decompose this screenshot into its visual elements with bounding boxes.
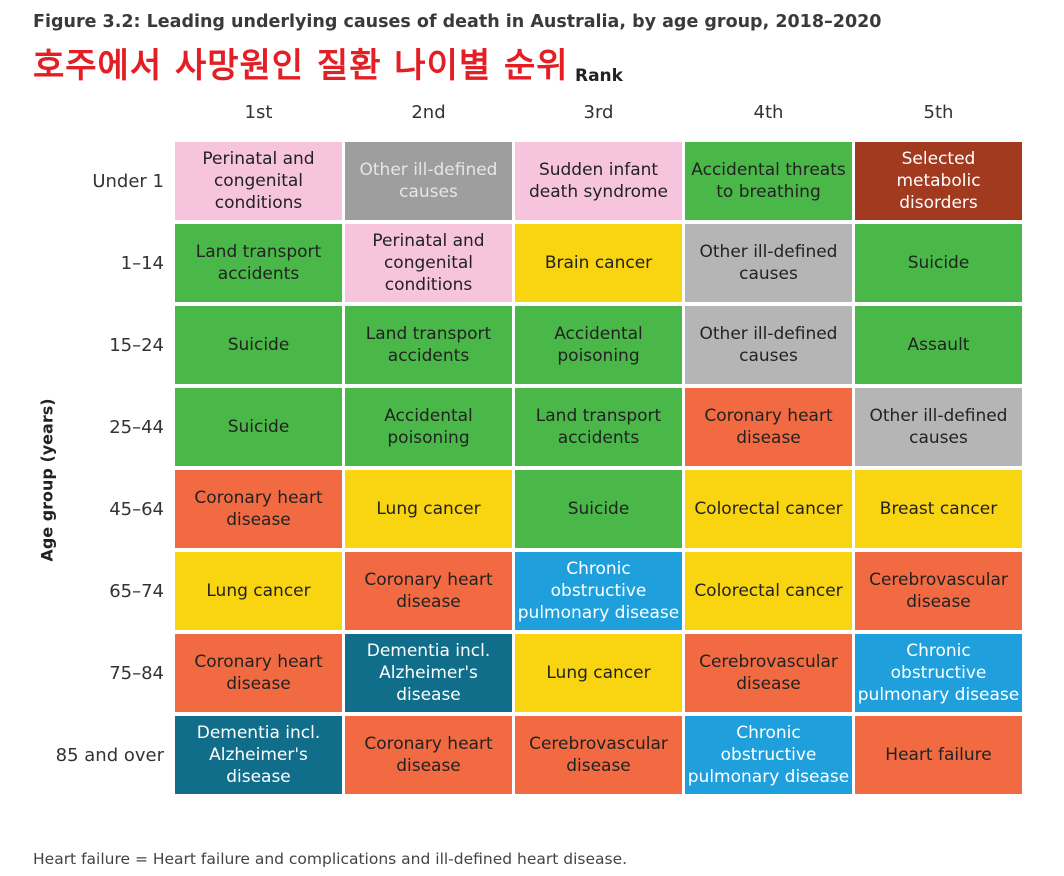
age-group-label: 45–64 xyxy=(109,498,164,520)
cause-cell: Dementia incl. Alzheimer's disease xyxy=(345,634,512,712)
cause-cell: Lung cancer xyxy=(515,634,682,712)
cause-cell: Land transport accidents xyxy=(175,224,342,302)
age-group-label: 75–84 xyxy=(109,662,164,684)
cause-cell: Accidental threats to breathing xyxy=(685,142,852,220)
cause-cell: Land transport accidents xyxy=(515,388,682,466)
cause-cell: Cerebrovascular disease xyxy=(685,634,852,712)
rank-column-header: 2nd xyxy=(411,102,446,123)
cause-cell: Accidental poisoning xyxy=(515,306,682,384)
rank-column-header: 1st xyxy=(244,102,273,123)
cause-cell: Perinatal and congenital conditions xyxy=(175,142,342,220)
rank-column-header: 3rd xyxy=(583,102,614,123)
rank-column-header: 4th xyxy=(753,102,784,123)
cause-cell: Chronic obstructive pulmonary disease xyxy=(685,716,852,794)
cause-cell: Coronary heart disease xyxy=(175,634,342,712)
cause-cell: Perinatal and congenital conditions xyxy=(345,224,512,302)
footnote: Heart failure = Heart failure and compli… xyxy=(33,850,628,868)
cause-cell: Suicide xyxy=(515,470,682,548)
cause-cell: Suicide xyxy=(175,306,342,384)
age-group-label: 25–44 xyxy=(109,416,164,438)
cause-cell: Selected metabolic disorders xyxy=(855,142,1022,220)
cause-cell: Lung cancer xyxy=(175,552,342,630)
age-group-label: 1–14 xyxy=(120,252,164,274)
cause-cell: Other ill-defined causes xyxy=(345,142,512,220)
cause-cell: Chronic obstructive pulmonary disease xyxy=(515,552,682,630)
cause-cell: Other ill-defined causes xyxy=(685,224,852,302)
figure-title: Figure 3.2: Leading underlying causes of… xyxy=(33,12,882,32)
cause-cell: Colorectal cancer xyxy=(685,470,852,548)
cause-cell: Sudden infant death syndrome xyxy=(515,142,682,220)
cause-cell: Brain cancer xyxy=(515,224,682,302)
cause-cell: Coronary heart disease xyxy=(345,552,512,630)
age-group-label: 85 and over xyxy=(55,744,164,766)
x-axis-title: Rank xyxy=(575,66,623,86)
cause-cell: Heart failure xyxy=(855,716,1022,794)
cause-cell: Other ill-defined causes xyxy=(855,388,1022,466)
age-group-label: Under 1 xyxy=(92,170,164,192)
cause-cell: Colorectal cancer xyxy=(685,552,852,630)
cause-cell: Coronary heart disease xyxy=(685,388,852,466)
rank-column-header: 5th xyxy=(923,102,954,123)
cause-cell: Suicide xyxy=(175,388,342,466)
cause-cell: Other ill-defined causes xyxy=(685,306,852,384)
cause-cell: Coronary heart disease xyxy=(175,470,342,548)
cause-cell: Assault xyxy=(855,306,1022,384)
cause-cell: Chronic obstructive pulmonary disease xyxy=(855,634,1022,712)
age-group-label: 15–24 xyxy=(109,334,164,356)
cause-cell: Cerebrovascular disease xyxy=(855,552,1022,630)
cause-cell: Lung cancer xyxy=(345,470,512,548)
cause-cell: Dementia incl. Alzheimer's disease xyxy=(175,716,342,794)
overlay-caption: 호주에서 사망원인 질환 나이별 순위 xyxy=(33,46,569,86)
cause-cell: Cerebrovascular disease xyxy=(515,716,682,794)
cause-cell: Suicide xyxy=(855,224,1022,302)
cause-cell: Accidental poisoning xyxy=(345,388,512,466)
cause-cell: Breast cancer xyxy=(855,470,1022,548)
age-group-label: 65–74 xyxy=(109,580,164,602)
cause-cell: Land transport accidents xyxy=(345,306,512,384)
cause-cell: Coronary heart disease xyxy=(345,716,512,794)
